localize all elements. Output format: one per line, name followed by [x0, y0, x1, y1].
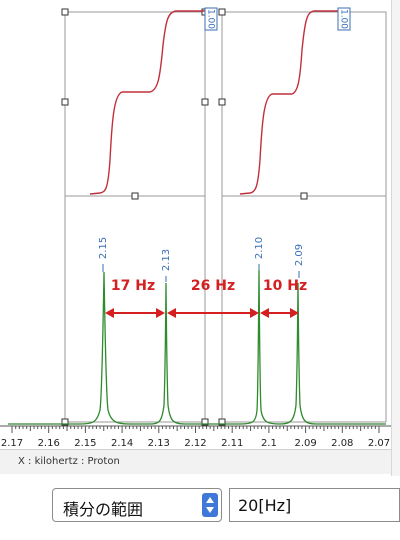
x-axis-tick-label: 2.15 — [74, 438, 96, 449]
arrow-head — [250, 308, 259, 318]
integration-range-select[interactable]: 積分の範囲 — [52, 488, 222, 522]
resize-handle[interactable] — [300, 192, 308, 200]
coupling-label-10hz: 10 Hz — [263, 278, 307, 294]
peak-label: 2.13 — [161, 249, 172, 271]
arrow-head — [156, 308, 165, 318]
coupling-arrows — [105, 308, 299, 318]
x-axis-ticks — [11, 426, 380, 433]
spectrum-trace — [8, 269, 386, 425]
x-axis-labels: 2.17 2.16 2.15 2.14 2.13 2.12 2.11 2.1 2.09 2.08 2… — [1, 438, 390, 449]
integration-range-input[interactable] — [229, 488, 400, 522]
x-axis-tick-label: 2.14 — [111, 438, 133, 449]
vertical-scrollbar[interactable] — [391, 0, 400, 476]
spectrum-plot[interactable]: 1.00 1.00 2.15 2.13 2.10 2.09 17 Hz 26 H… — [0, 0, 400, 476]
peak-label: 2.10 — [254, 237, 265, 259]
resize-handle[interactable] — [61, 98, 69, 106]
x-axis-tick-label: 2.17 — [1, 438, 23, 449]
integral-value-label: 1.00 — [339, 9, 349, 29]
x-axis-tick-label: 2.13 — [148, 438, 170, 449]
resize-handle[interactable] — [201, 418, 209, 426]
resize-handle[interactable] — [218, 8, 226, 16]
integral-curve-right — [239, 10, 346, 195]
x-axis-tick-label: 2.07 — [368, 438, 390, 449]
resize-handle[interactable] — [61, 418, 69, 426]
x-axis-tick-label: 2.12 — [184, 438, 206, 449]
resize-handle[interactable] — [218, 418, 226, 426]
arrow-head — [290, 308, 299, 318]
integration-controls: 積分の範囲 — [0, 488, 400, 528]
resize-handle[interactable] — [218, 98, 226, 106]
resize-handle[interactable] — [201, 98, 209, 106]
peak-label: 2.09 — [294, 244, 305, 266]
integral-region-right[interactable] — [221, 11, 387, 423]
spectrum-panel[interactable]: 1.00 1.00 2.15 2.13 2.10 2.09 17 Hz 26 H… — [0, 0, 400, 476]
arrow-head — [167, 308, 176, 318]
resize-handle[interactable] — [131, 192, 139, 200]
x-axis-tick-label: 2.11 — [221, 438, 243, 449]
coupling-label-17hz: 17 Hz — [111, 278, 155, 294]
axis-status-text: X : kilohertz : Proton — [18, 456, 120, 467]
integral-value-box — [204, 7, 218, 31]
select-updown-icon[interactable] — [202, 493, 218, 517]
integral-value-box — [337, 7, 351, 31]
integral-value-label: 1.00 — [206, 9, 216, 29]
resize-handles[interactable] — [61, 8, 308, 426]
resize-handle[interactable] — [61, 8, 69, 16]
coupling-label-26hz: 26 Hz — [191, 278, 235, 294]
integration-range-select-value: 積分の範囲 — [63, 500, 144, 519]
peak-label: 2.15 — [98, 237, 109, 259]
status-bar: X : kilohertz : Proton — [0, 449, 391, 474]
arrow-head — [105, 308, 114, 318]
x-axis-tick-label: 2.08 — [331, 438, 353, 449]
arrow-head — [260, 308, 269, 318]
integral-region-left[interactable] — [64, 11, 206, 423]
integral-curve-left — [89, 10, 205, 195]
x-axis-tick-label: 2.09 — [294, 438, 316, 449]
x-axis-tick-label: 2.1 — [261, 438, 277, 449]
x-axis-tick-label: 2.16 — [38, 438, 60, 449]
